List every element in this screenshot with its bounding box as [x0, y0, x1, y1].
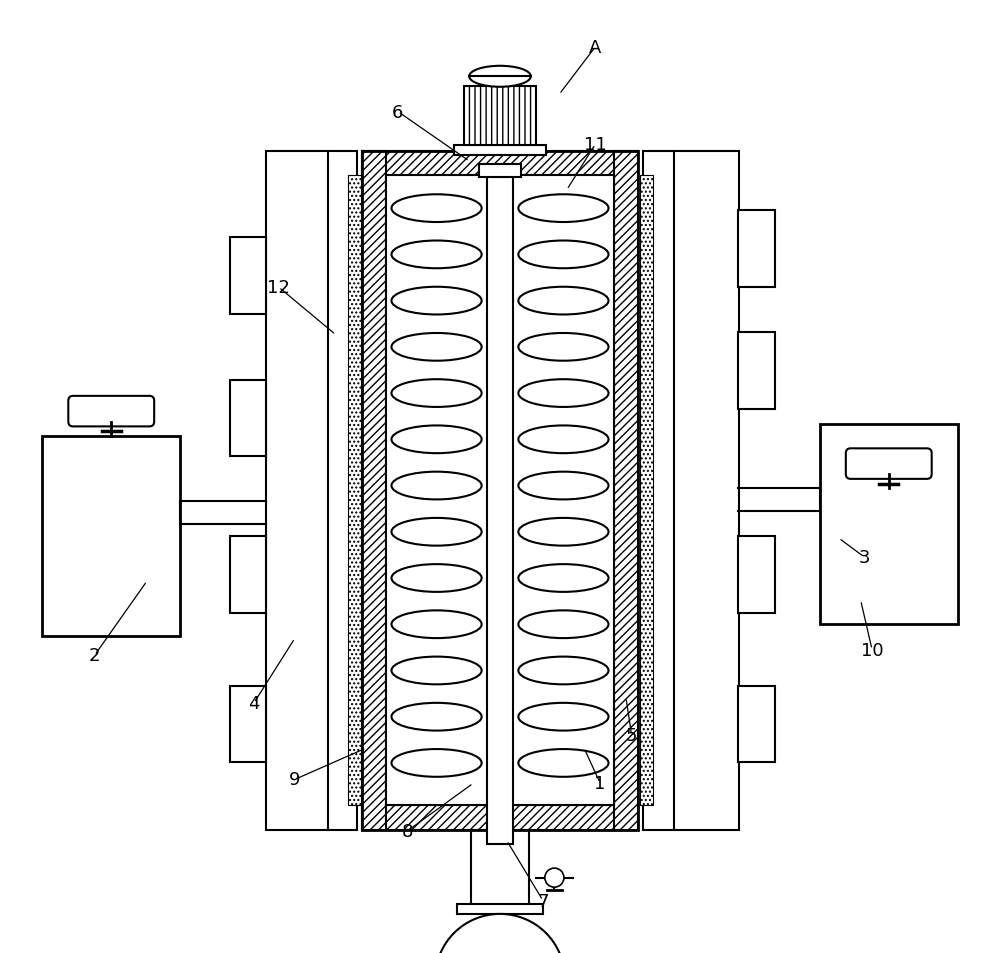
- Bar: [643, 152, 738, 830]
- Ellipse shape: [391, 564, 482, 592]
- Bar: [454, 146, 546, 155]
- Ellipse shape: [469, 67, 531, 88]
- FancyBboxPatch shape: [68, 396, 154, 427]
- Ellipse shape: [518, 195, 609, 223]
- Text: 3: 3: [859, 549, 870, 566]
- Bar: [464, 87, 536, 152]
- Ellipse shape: [518, 611, 609, 639]
- Text: 10: 10: [861, 641, 883, 659]
- Text: 7: 7: [537, 892, 549, 909]
- Bar: [362, 152, 638, 176]
- Ellipse shape: [518, 241, 609, 269]
- Ellipse shape: [518, 749, 609, 777]
- Bar: [738, 537, 775, 613]
- Bar: [614, 152, 638, 830]
- Ellipse shape: [518, 657, 609, 684]
- Bar: [471, 830, 529, 906]
- Ellipse shape: [518, 380, 609, 408]
- Bar: [230, 537, 266, 613]
- Text: 6: 6: [392, 104, 404, 121]
- Bar: [266, 152, 357, 830]
- Ellipse shape: [391, 749, 482, 777]
- Ellipse shape: [518, 472, 609, 500]
- Bar: [738, 686, 775, 762]
- Bar: [42, 436, 180, 637]
- Circle shape: [545, 868, 564, 887]
- Circle shape: [435, 914, 565, 953]
- Bar: [640, 176, 653, 805]
- Text: 2: 2: [89, 647, 100, 664]
- Text: 11: 11: [584, 136, 607, 153]
- Text: A: A: [589, 39, 602, 56]
- Text: 1: 1: [594, 775, 606, 792]
- Bar: [230, 686, 266, 762]
- Ellipse shape: [391, 703, 482, 731]
- Text: 5: 5: [626, 727, 637, 744]
- Bar: [230, 238, 266, 314]
- Text: 9: 9: [289, 771, 301, 788]
- Ellipse shape: [518, 288, 609, 315]
- Ellipse shape: [518, 334, 609, 361]
- Bar: [738, 211, 775, 287]
- Bar: [362, 805, 638, 830]
- Ellipse shape: [391, 241, 482, 269]
- Ellipse shape: [391, 657, 482, 684]
- Text: 8: 8: [402, 822, 413, 840]
- Ellipse shape: [391, 380, 482, 408]
- Ellipse shape: [391, 611, 482, 639]
- Bar: [362, 152, 386, 830]
- Bar: [479, 165, 521, 178]
- Bar: [386, 176, 614, 805]
- Ellipse shape: [518, 426, 609, 454]
- Ellipse shape: [391, 426, 482, 454]
- Bar: [738, 334, 775, 410]
- Ellipse shape: [391, 288, 482, 315]
- Ellipse shape: [391, 195, 482, 223]
- Bar: [348, 176, 361, 805]
- Bar: [362, 152, 638, 830]
- Bar: [230, 380, 266, 456]
- Bar: [487, 167, 513, 844]
- Ellipse shape: [518, 518, 609, 546]
- Text: 4: 4: [248, 695, 260, 712]
- Bar: [820, 424, 958, 624]
- Text: 12: 12: [267, 279, 290, 296]
- Ellipse shape: [518, 564, 609, 592]
- Ellipse shape: [391, 518, 482, 546]
- Ellipse shape: [518, 703, 609, 731]
- Ellipse shape: [391, 334, 482, 361]
- Ellipse shape: [391, 472, 482, 500]
- Bar: [457, 904, 543, 914]
- FancyBboxPatch shape: [846, 449, 932, 479]
